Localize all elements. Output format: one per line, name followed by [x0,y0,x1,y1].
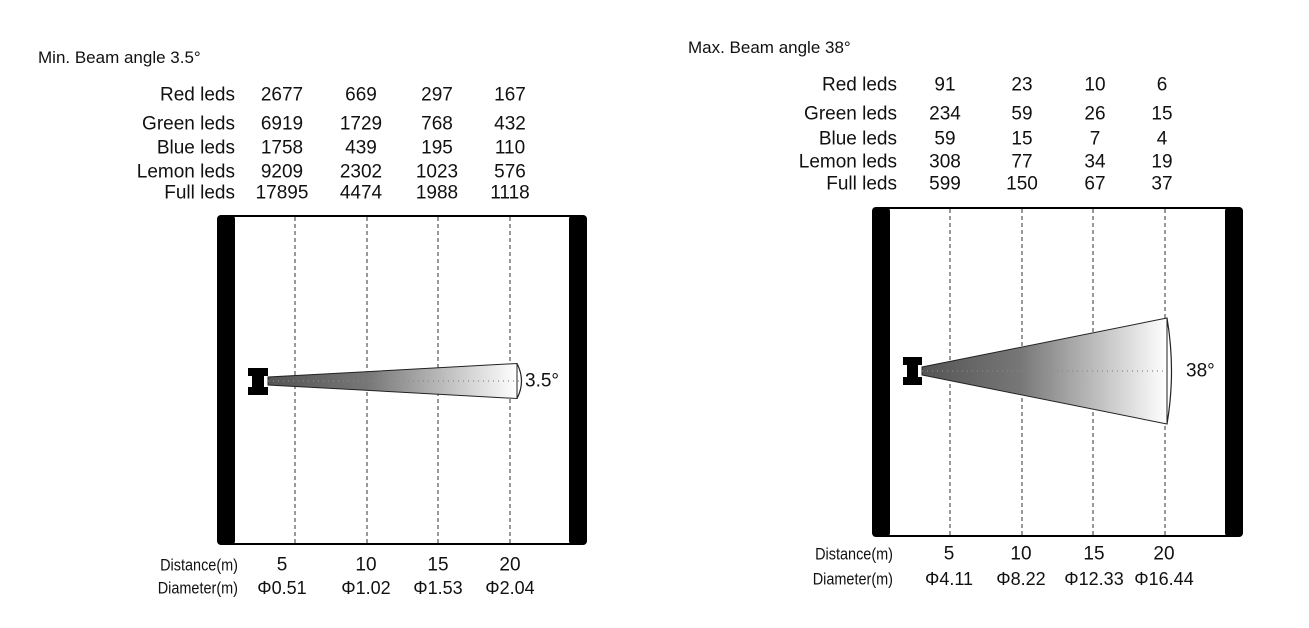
row-label: Green leds [804,103,897,125]
diameter-value: Φ8.22 [996,569,1046,589]
lux-value: 19 [1151,151,1173,173]
lux-value: 59 [934,128,956,150]
lux-value: 26 [1084,103,1106,125]
distance-value: 15 [427,554,449,576]
angle-arc [1166,317,1173,425]
row-label: Full leds [164,182,235,204]
lux-value: 167 [494,84,526,106]
diameter-value: Φ1.53 [413,578,463,598]
lux-value: 768 [421,113,453,135]
lux-value: 34 [1084,151,1106,173]
diameter-value: Φ4.11 [924,569,974,589]
beam-angle-label: 3.5° [525,370,560,392]
lux-value: 439 [345,137,377,159]
row-label: Green leds [142,113,235,135]
wall-right [1225,207,1243,537]
lux-value: 669 [345,84,377,106]
beam-angle-label: 38° [1186,360,1215,382]
wall-left [872,207,890,537]
lux-value: 1729 [339,113,383,135]
panel-title: Max. Beam angle 38° [688,38,851,57]
lux-value: 15 [1011,128,1033,150]
diameter-label: Diameter(m) [157,578,238,598]
distance-value: 15 [1083,543,1105,565]
lux-value: 91 [934,74,956,96]
lux-value: 6 [1156,74,1168,96]
lux-value: 308 [929,151,961,173]
lux-value: 1758 [260,137,304,159]
row-label: Red leds [822,74,897,96]
lux-value: 234 [929,103,961,125]
diameter-value: Φ2.04 [485,578,535,598]
row-label: Lemon leds [798,151,897,173]
row-label: Lemon leds [136,161,235,183]
fixture-icon [248,368,268,395]
lux-value: 4474 [339,182,383,204]
angle-arc [516,363,523,399]
diameter-value: Φ0.51 [257,578,307,598]
lux-value: 17895 [255,182,309,204]
lux-value: 77 [1011,151,1033,173]
lux-value: 2677 [260,84,304,106]
lux-value: 23 [1011,74,1033,96]
beam-box [217,215,587,545]
diameter-value: Φ1.02 [341,578,391,598]
lux-value: 2302 [339,161,383,183]
distance-value: 5 [943,543,955,565]
row-label: Blue leds [156,137,235,159]
lux-value: 110 [494,137,526,159]
lux-value: 576 [494,161,526,183]
wall-left [217,215,235,545]
distance-value: 10 [355,554,377,576]
lux-value: 4 [1156,128,1168,150]
beam-box [872,207,1243,537]
lux-value: 59 [1011,103,1033,125]
lux-value: 150 [1006,173,1038,195]
lux-value: 1023 [415,161,459,183]
fixture-icon [903,357,922,385]
wall-right [569,215,587,545]
distance-label: Distance(m) [160,555,238,575]
distance-value: 5 [276,554,288,576]
lux-value: 7 [1089,128,1101,150]
lux-value: 195 [421,137,453,159]
lux-value: 1118 [490,182,530,204]
row-label: Blue leds [818,128,897,150]
lux-value: 297 [421,84,453,106]
lux-value: 599 [929,173,961,195]
lux-value: 10 [1084,74,1106,96]
diameter-value: Φ16.44 [1134,569,1194,589]
diameter-value: Φ12.33 [1064,569,1124,589]
distance-value: 20 [499,554,521,576]
row-label: Red leds [160,84,235,106]
distance-value: 20 [1153,543,1175,565]
lux-value: 6919 [260,113,304,135]
distance-value: 10 [1010,543,1032,565]
diameter-label: Diameter(m) [812,569,893,589]
row-label: Full leds [826,173,897,195]
lux-value: 15 [1151,103,1173,125]
lux-value: 1988 [415,182,459,204]
distance-label: Distance(m) [815,544,893,564]
lux-value: 67 [1084,173,1106,195]
lux-value: 37 [1151,173,1173,195]
panel-title: Min. Beam angle 3.5° [38,48,201,67]
lux-value: 9209 [260,161,304,183]
lux-value: 432 [494,113,526,135]
